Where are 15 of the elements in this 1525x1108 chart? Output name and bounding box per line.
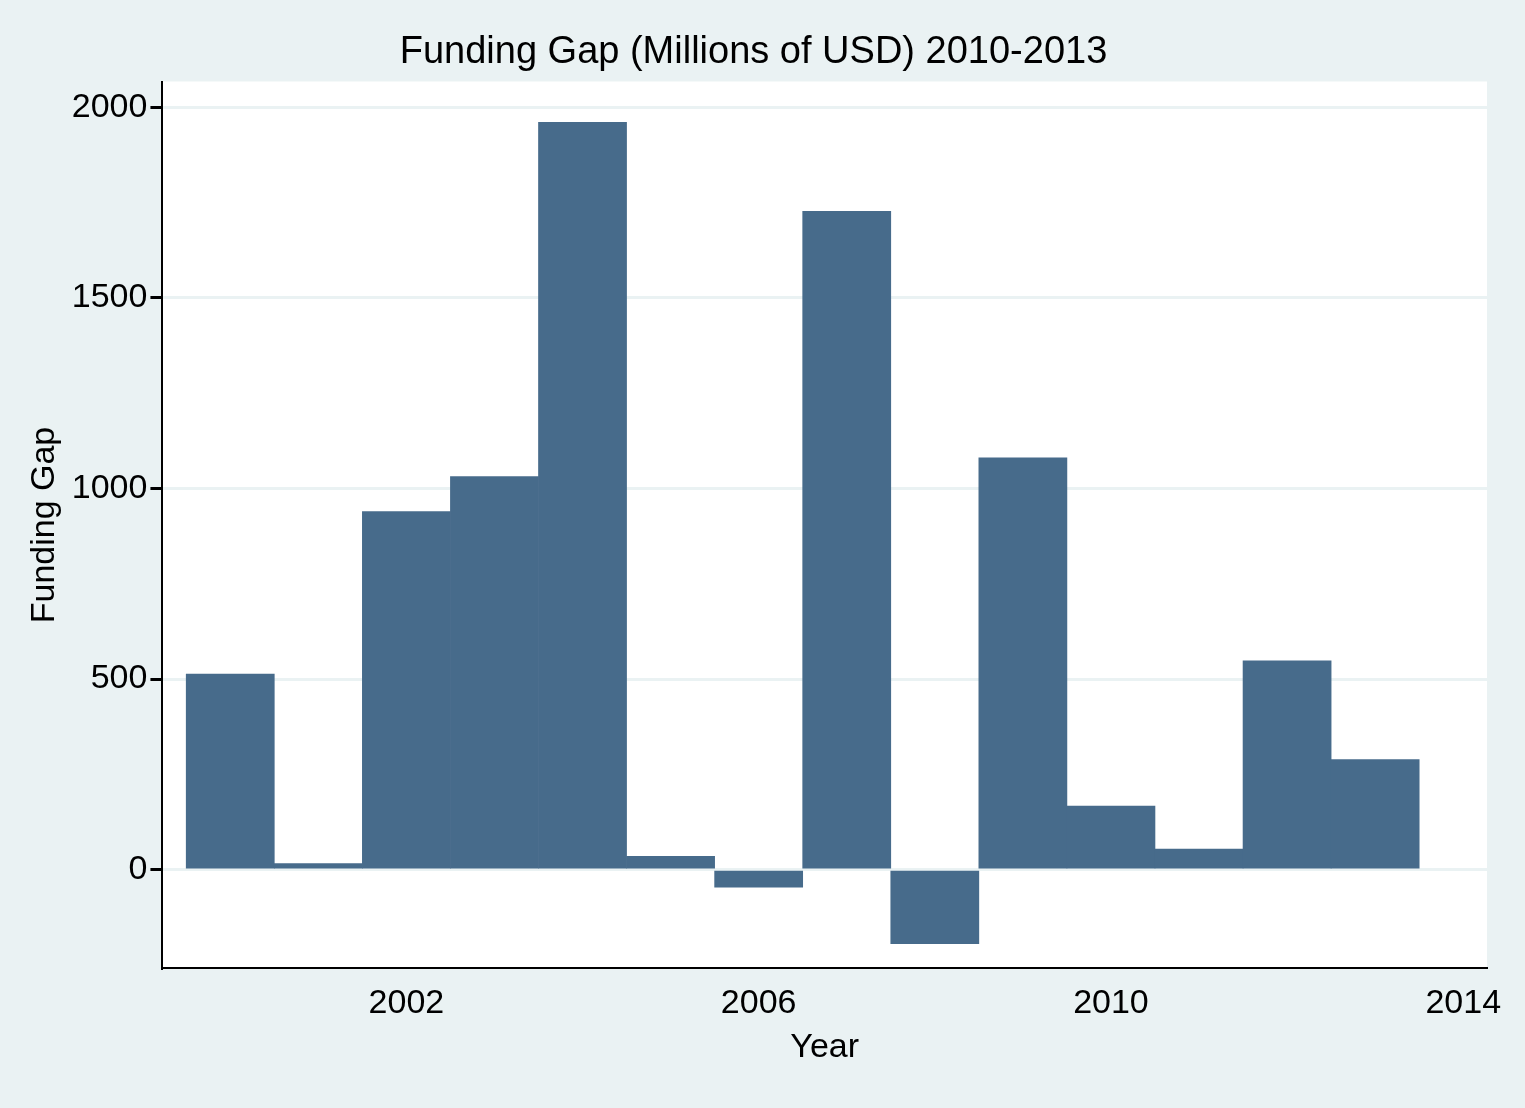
bar [890, 870, 980, 944]
y-tick-label: 1000 [71, 466, 148, 505]
x-tick-label: 2002 [368, 982, 445, 1021]
y-axis-title: Funding Gap [22, 426, 61, 624]
y-tick-label: 1500 [71, 276, 148, 315]
x-axis-title: Year [790, 1025, 860, 1064]
y-tick-label: 2000 [71, 85, 148, 124]
y-tick-label: 500 [90, 657, 148, 696]
chart-title: Funding Gap (Millions of USD) 2010-2013 [399, 29, 1108, 72]
y-tick-label: 0 [128, 848, 148, 887]
x-tick-label: 2010 [1073, 982, 1149, 1021]
x-tick-label: 2006 [720, 982, 797, 1021]
bar [802, 210, 892, 869]
x-tick-label: 2014 [1425, 982, 1502, 1021]
bar [714, 870, 804, 888]
